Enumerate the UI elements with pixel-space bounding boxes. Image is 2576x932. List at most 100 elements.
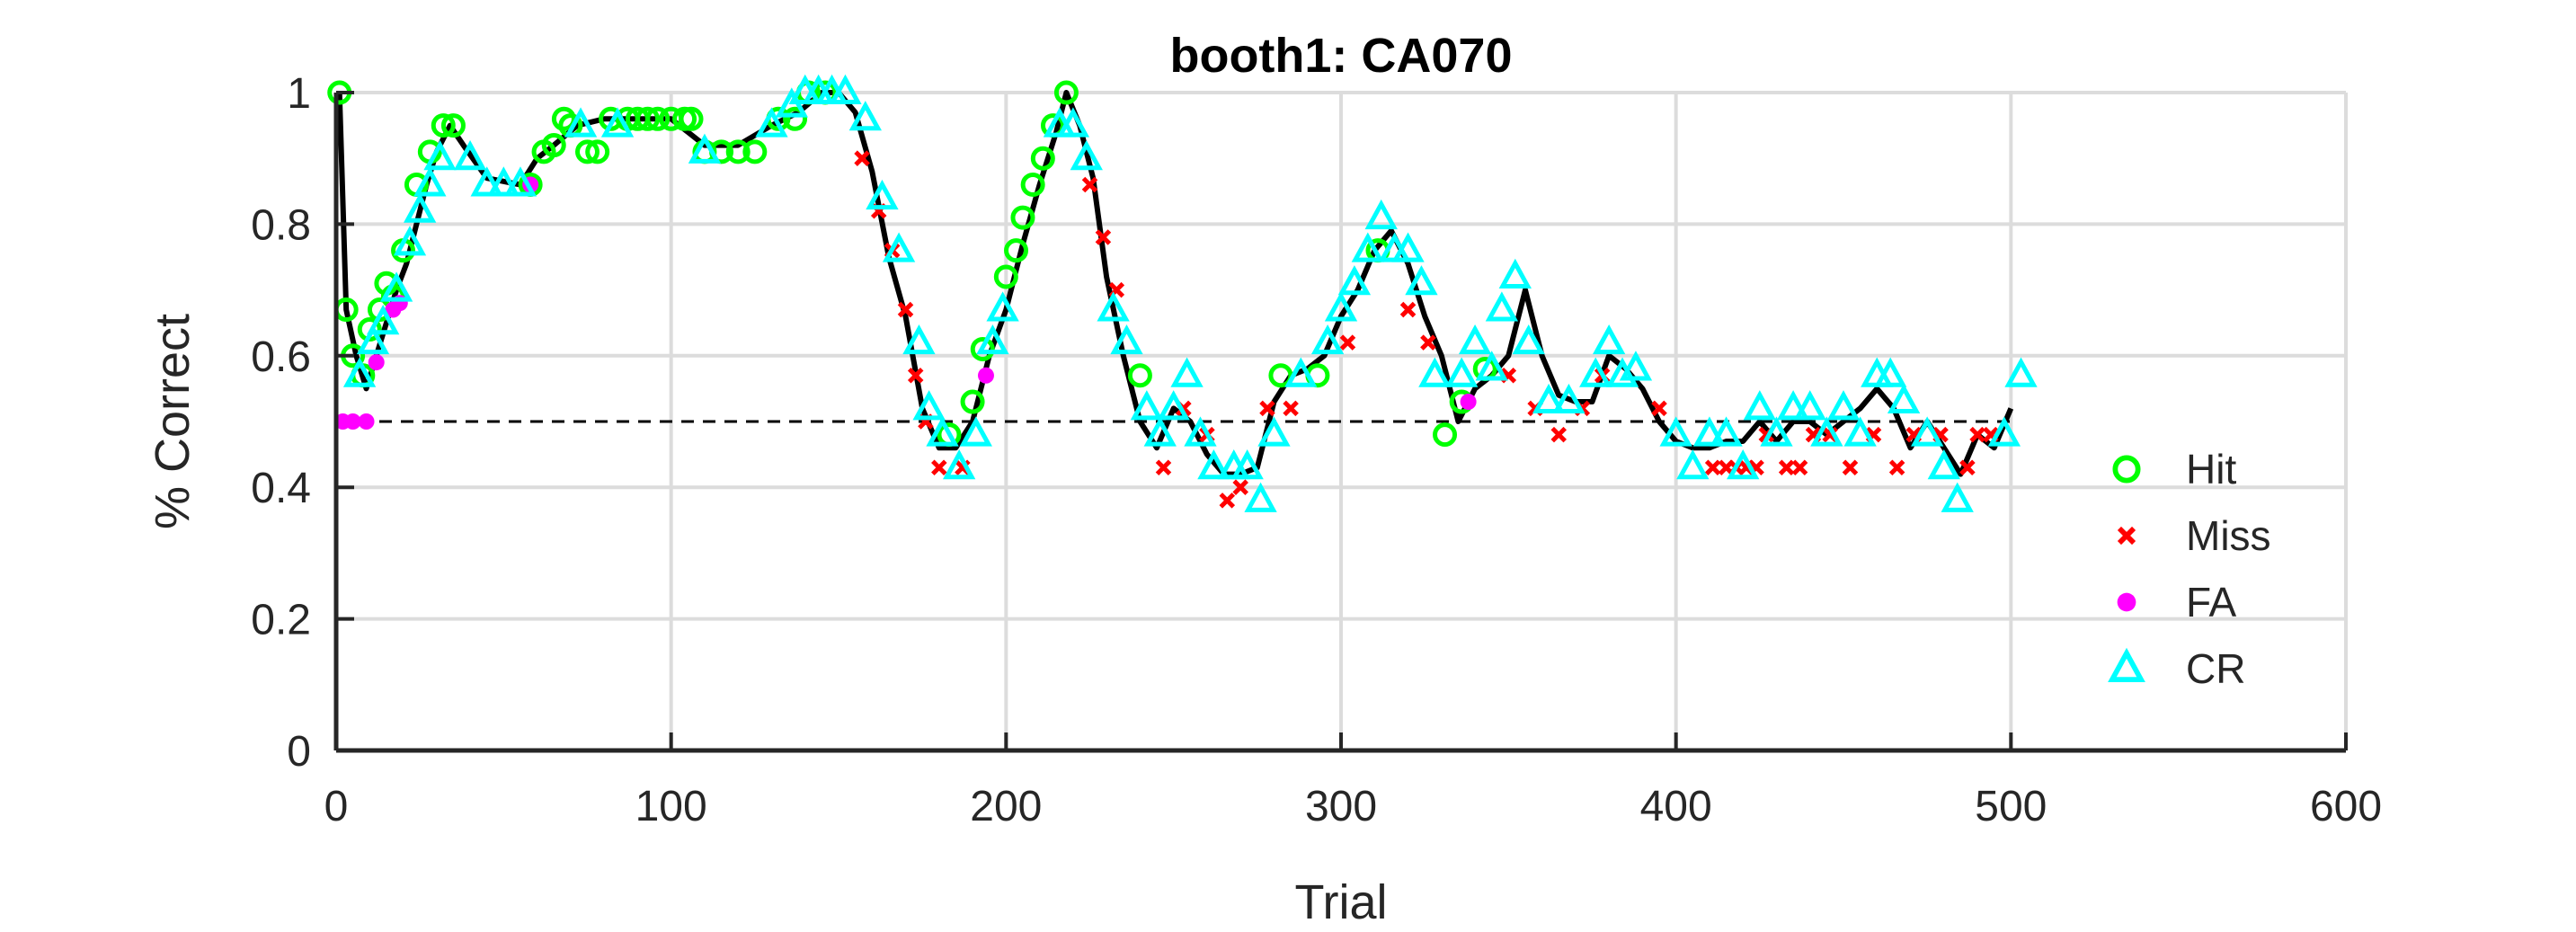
- cr-marker: [564, 107, 598, 138]
- cr-marker: [1887, 383, 1921, 414]
- hit-marker: [1020, 172, 1045, 197]
- cr-marker: [1710, 416, 1743, 447]
- legend-fa-label: FA: [2186, 579, 2237, 626]
- legend: Hit Miss FA CR: [2108, 446, 2271, 692]
- miss-marker: [1219, 493, 1236, 509]
- fa-marker: [977, 367, 994, 384]
- cr-marker: [959, 416, 992, 447]
- cr-marker: [1197, 449, 1230, 480]
- cr-marker: [866, 179, 899, 210]
- legend-hit-marker: [2112, 455, 2141, 484]
- cr-marker: [1110, 324, 1143, 355]
- legend-miss-marker: [2117, 526, 2136, 546]
- miss-marker: [1081, 176, 1098, 193]
- hit-marker: [585, 139, 610, 164]
- cr-marker: [1676, 449, 1710, 480]
- gridlines: [336, 91, 2348, 750]
- hit-marker: [1004, 238, 1029, 263]
- cr-marker: [1941, 482, 1974, 512]
- cr-marker: [1843, 416, 1877, 447]
- cr-marker: [470, 166, 503, 197]
- hit-marker: [970, 336, 995, 361]
- cr-marker: [1810, 416, 1843, 447]
- cr-marker: [1143, 416, 1177, 447]
- cr-marker: [912, 390, 946, 421]
- cr-marker: [1727, 449, 1760, 480]
- fa-marker: [358, 413, 375, 430]
- miss-marker: [1791, 459, 1808, 476]
- cr-marker: [2004, 357, 2038, 387]
- legend-hit-label: Hit: [2186, 446, 2236, 493]
- performance-line: [336, 90, 2014, 477]
- miss-marker: [1155, 459, 1172, 476]
- cr-marker: [1257, 416, 1291, 447]
- cr-marker: [755, 107, 788, 138]
- hit-marker: [1433, 422, 1458, 448]
- cr-marker: [487, 166, 520, 197]
- miss-marker: [854, 150, 870, 166]
- miss-marker: [907, 367, 924, 384]
- legend-cr-marker: [2108, 647, 2145, 682]
- cr-marker: [393, 226, 427, 256]
- cr-marker: [926, 416, 959, 447]
- cr-marker: [902, 324, 936, 355]
- miss-marker: [1969, 426, 1985, 443]
- cr-marker: [1619, 351, 1653, 381]
- cr-marker: [1351, 232, 1384, 262]
- x-tick-label: 100: [635, 783, 707, 830]
- cr-marker: [1184, 416, 1217, 447]
- x-tick-label: 400: [1640, 783, 1712, 830]
- cr-marker: [413, 166, 447, 197]
- miss-marker: [1232, 479, 1248, 495]
- cr-marker: [1659, 416, 1692, 447]
- cr-marker: [1310, 324, 1345, 355]
- cr-marker: [942, 449, 976, 480]
- cr-marker: [1793, 390, 1826, 421]
- cr-marker: [976, 324, 1009, 355]
- chart-title: booth1: CA070: [1169, 29, 1512, 83]
- cr-marker: [423, 139, 457, 171]
- cr-marker: [1284, 357, 1318, 387]
- cr-marker: [1874, 357, 1907, 387]
- x-tick-label: 300: [1305, 783, 1377, 830]
- miss-marker: [1550, 426, 1567, 443]
- cr-marker: [1552, 383, 1586, 414]
- legend-miss-label: Miss: [2186, 512, 2271, 559]
- cr-marker: [1130, 390, 1164, 421]
- x-axis-label: Trial: [1295, 875, 1388, 929]
- cr-marker: [1760, 416, 1793, 447]
- cr-marker: [403, 192, 437, 223]
- cr-marker: [1364, 199, 1398, 230]
- y-ticks: 0 0.2 0.4 0.6 0.8 1: [251, 70, 354, 776]
- hit-marker: [1030, 146, 1055, 171]
- cr-marker: [829, 74, 862, 104]
- legend-fa-marker: [2117, 592, 2136, 612]
- cr-marker: [1498, 258, 1532, 288]
- miss-marker: [1339, 334, 1356, 351]
- miss-marker: [1259, 400, 1275, 417]
- cr-marker: [379, 271, 413, 302]
- miss-marker: [1778, 459, 1795, 476]
- cr-marker: [1927, 449, 1960, 480]
- y-tick-label: 0.2: [251, 597, 311, 644]
- cr-marker: [453, 139, 487, 171]
- marker-layer: [327, 74, 2038, 512]
- y-axis-label: % Correct: [146, 314, 200, 529]
- miss-marker: [931, 459, 947, 476]
- miss-marker: [1959, 459, 1976, 476]
- cr-marker: [1170, 357, 1204, 387]
- hit-marker: [575, 139, 600, 164]
- hit-marker: [645, 106, 671, 131]
- cr-marker: [1458, 324, 1492, 355]
- hit-marker: [960, 389, 985, 414]
- cr-marker: [986, 291, 1019, 322]
- hit-marker: [1268, 363, 1293, 388]
- hit-marker: [993, 264, 1018, 289]
- cr-marker: [1444, 357, 1479, 387]
- cr-marker: [1910, 416, 1944, 447]
- fa-marker: [344, 413, 361, 430]
- miss-marker: [1651, 400, 1667, 417]
- y-tick-label: 0.6: [251, 333, 311, 381]
- y-tick-label: 1: [287, 70, 311, 118]
- cr-marker: [1532, 383, 1566, 414]
